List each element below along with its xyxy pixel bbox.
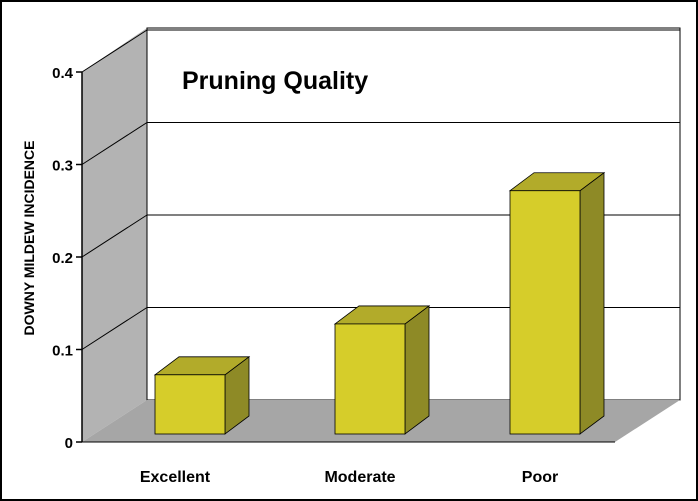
bars: [153, 171, 606, 435]
y-tick-label: 0.1: [52, 343, 73, 360]
bar-side: [579, 171, 605, 435]
y-tick-label: 0.2: [52, 250, 73, 267]
side-gridline: [81, 214, 148, 258]
y-tick-label: 0.3: [52, 158, 73, 175]
side-gridline: [81, 29, 148, 73]
y-tick-label: 0: [65, 435, 73, 452]
chart-title: Pruning Quality: [182, 67, 368, 95]
side-gridline: [81, 307, 148, 350]
x-tick-label: Moderate: [324, 469, 395, 486]
y-ticks: 0 0.1 0.2 0.3 0.4: [52, 65, 82, 452]
y-axis-label: DOWNY MILDEW INCIDENCE: [21, 141, 37, 336]
bar: [334, 323, 406, 435]
category-labels: Excellent Moderate Poor: [140, 469, 558, 486]
bar: [154, 374, 226, 435]
bar-side: [404, 305, 430, 435]
side-wall: [82, 28, 147, 442]
x-tick-label: Poor: [522, 469, 558, 486]
x-tick-label: Excellent: [140, 469, 211, 486]
bar: [509, 190, 581, 435]
y-tick-label: 0.4: [52, 65, 74, 82]
side-gridline: [81, 122, 148, 165]
